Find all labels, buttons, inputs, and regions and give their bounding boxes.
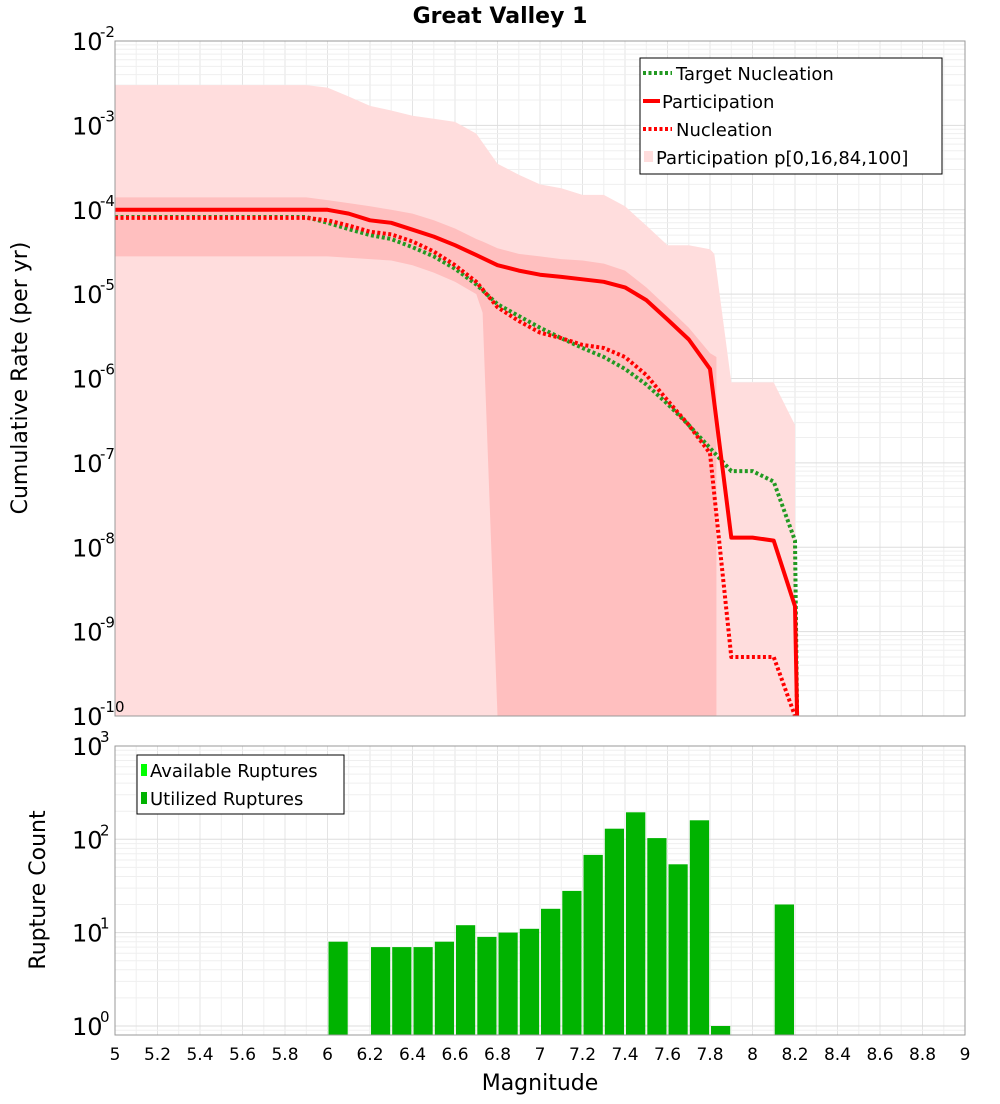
top-plot-frame <box>114 40 966 717</box>
series-line-target-nucleation <box>115 215 800 717</box>
y-tick-label: 10 <box>72 28 103 56</box>
y-tick-exponent: -5 <box>100 276 115 294</box>
legend-label-available-ruptures: Available Ruptures <box>150 761 318 782</box>
x-tick-label: 5.4 <box>186 1045 213 1065</box>
legend-label-target-nucleation: Target Nucleation <box>675 64 834 85</box>
y-tick-exponent: -6 <box>100 361 115 379</box>
bar-utilized-ruptures <box>413 947 433 1035</box>
bottom-legend-box <box>136 754 345 815</box>
bar-utilized-ruptures <box>583 854 603 1035</box>
y-tick-exponent: -3 <box>100 107 115 125</box>
x-tick-label: 6 <box>322 1045 333 1065</box>
bar-utilized-ruptures <box>498 932 518 1035</box>
chart-title: Great Valley 1 <box>413 4 588 29</box>
y-tick-label: 10 <box>72 826 103 854</box>
legend-swatch-participation-band <box>644 151 653 162</box>
y-tick-label: 10 <box>72 1013 103 1041</box>
bottom-plot-frame <box>114 745 966 1036</box>
y-tick-label: 10 <box>72 920 103 948</box>
bar-utilized-ruptures <box>541 908 561 1035</box>
legend-swatch-available-ruptures <box>141 764 147 776</box>
y-tick-exponent: 1 <box>100 915 110 933</box>
bar-utilized-ruptures <box>626 812 646 1035</box>
bar-utilized-ruptures <box>562 890 582 1035</box>
bar-utilized-ruptures <box>434 941 454 1035</box>
bar-utilized-ruptures <box>774 904 794 1035</box>
legend-swatch-utilized-ruptures <box>141 792 147 804</box>
y-tick-label: 10 <box>72 450 103 478</box>
bar-utilized-ruptures <box>477 936 497 1035</box>
legend-label-utilized-ruptures: Utilized Ruptures <box>150 789 303 810</box>
bar-utilized-ruptures <box>519 928 540 1035</box>
x-tick-label: 8.2 <box>781 1045 808 1065</box>
x-tick-label: 6.2 <box>356 1045 383 1065</box>
top-plot-lines <box>115 207 800 717</box>
y-tick-exponent: 0 <box>100 1008 110 1026</box>
y-tick-label: 10 <box>72 619 103 647</box>
legend-label-participation-band: Participation p[0,16,84,100] <box>656 148 908 169</box>
x-tick-label: 7.8 <box>696 1045 723 1065</box>
x-tick-label: 8.4 <box>824 1045 851 1065</box>
bar-utilized-ruptures <box>392 947 412 1035</box>
bottom-plot-x-ticks: 5 5.2 5.4 5.6 5.8 6 6.2 6.4 6.6 6.8 7 7.2 7.4 7.6 7.8 8… <box>110 1045 971 1065</box>
x-tick-label: 5.6 <box>229 1045 256 1065</box>
bar-utilized-ruptures <box>328 941 348 1035</box>
top-legend-box <box>639 57 943 175</box>
y-tick-label: 10 <box>72 366 103 394</box>
y-tick-exponent: -4 <box>100 192 115 210</box>
bar-utilized-ruptures <box>647 838 667 1035</box>
x-tick-label: 6.6 <box>441 1045 468 1065</box>
y-tick-exponent: -2 <box>100 23 115 41</box>
series-line-participation <box>115 207 800 717</box>
top-plot-bands <box>115 85 795 717</box>
bar-utilized-ruptures <box>371 947 391 1035</box>
x-tick-label: 7.4 <box>611 1045 638 1065</box>
x-tick-label: 6.4 <box>399 1045 426 1065</box>
y-tick-exponent: 2 <box>100 821 110 839</box>
bar-utilized-ruptures <box>689 820 710 1035</box>
participation-band-inner <box>115 197 717 716</box>
y-tick-label: 10 <box>72 281 103 309</box>
x-tick-label: 6.8 <box>484 1045 511 1065</box>
x-tick-label: 5.8 <box>271 1045 298 1065</box>
y-tick-exponent: -7 <box>100 445 115 463</box>
x-tick-label: 7.2 <box>569 1045 596 1065</box>
x-tick-label: 5.2 <box>144 1045 171 1065</box>
bar-utilized-ruptures <box>604 828 624 1035</box>
x-tick-label: 8.6 <box>866 1045 893 1065</box>
bar-utilized-ruptures <box>711 1026 731 1035</box>
x-axis-label: Magnitude <box>482 1071 599 1096</box>
y-tick-label: 10 <box>72 733 103 761</box>
top-legend: Target Nucleation Participation Nucleati… <box>639 57 943 175</box>
y-tick-label: 10 <box>72 703 103 731</box>
y-tick-label: 10 <box>72 112 103 140</box>
y-tick-label: 10 <box>72 197 103 225</box>
bottom-plot-bars <box>328 812 794 1035</box>
y-tick-exponent: -10 <box>100 698 125 716</box>
x-tick-label: 5 <box>110 1045 121 1065</box>
x-tick-label: 8 <box>747 1045 758 1065</box>
y-tick-label: 10 <box>72 534 103 562</box>
x-tick-label: 7.6 <box>654 1045 681 1065</box>
x-tick-label: 7 <box>535 1045 546 1065</box>
y-tick-exponent: -8 <box>100 529 115 547</box>
x-tick-label: 9 <box>960 1045 971 1065</box>
legend-label-participation: Participation <box>662 92 774 113</box>
series-line-nucleation <box>115 215 797 717</box>
x-tick-label: 8.8 <box>909 1045 936 1065</box>
y-tick-exponent: 3 <box>100 728 110 746</box>
bottom-legend: Available Ruptures Utilized Ruptures <box>136 754 345 815</box>
top-y-axis-label: Cumulative Rate (per yr) <box>8 242 33 515</box>
legend-label-nucleation: Nucleation <box>676 120 772 141</box>
bottom-y-axis-label: Rupture Count <box>26 810 51 970</box>
y-tick-exponent: -9 <box>100 614 115 632</box>
bar-utilized-ruptures <box>668 864 688 1035</box>
bar-utilized-ruptures <box>456 925 476 1035</box>
